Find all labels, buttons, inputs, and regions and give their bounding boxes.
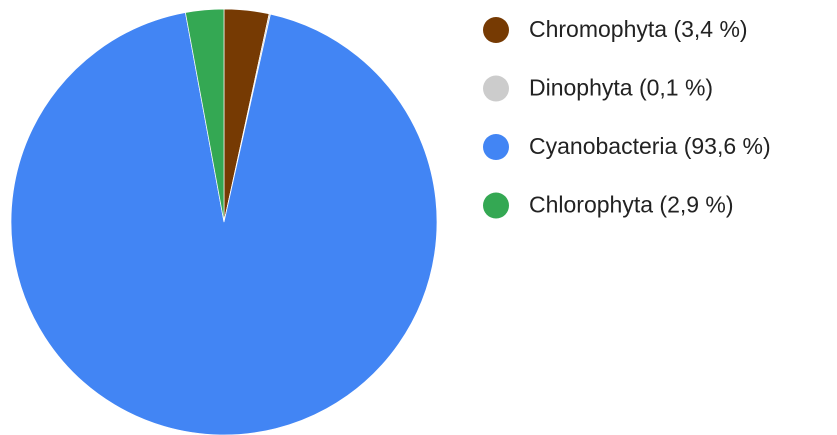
- legend-swatch: [483, 134, 509, 160]
- legend-swatch: [483, 75, 509, 102]
- legend-label: Cyanobacteria (93,6 %): [529, 133, 771, 159]
- legend-label: Dinophyta (0,1 %): [529, 75, 713, 101]
- legend-swatch: [483, 192, 509, 219]
- legend-label: Chromophyta (3,4 %): [529, 16, 748, 42]
- pie-slice: [184, 8, 225, 223]
- legend-label: Chlorophyta (2,9 %): [529, 192, 734, 218]
- legend-swatch: [483, 17, 509, 43]
